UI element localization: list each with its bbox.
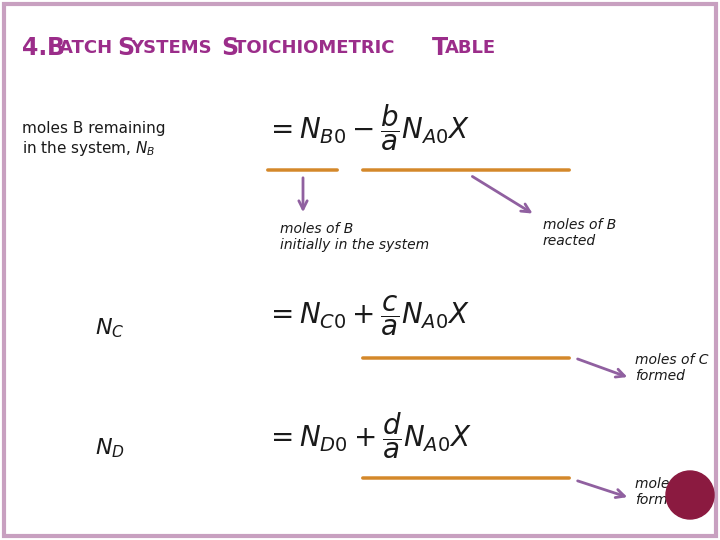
Text: ATCH: ATCH bbox=[59, 39, 118, 57]
Text: TOICHIOMETRIC: TOICHIOMETRIC bbox=[234, 39, 401, 57]
Text: $= N_{C0} + \dfrac{c}{a}N_{A0}X$: $= N_{C0} + \dfrac{c}{a}N_{A0}X$ bbox=[265, 294, 470, 339]
Text: moles of B
initially in the system: moles of B initially in the system bbox=[280, 222, 429, 252]
Text: moles of D
formed: moles of D formed bbox=[635, 477, 709, 507]
Circle shape bbox=[666, 471, 714, 519]
Text: in the system, $N_B$: in the system, $N_B$ bbox=[22, 138, 156, 158]
Text: $= N_{B0} - \dfrac{b}{a}N_{A0}X$: $= N_{B0} - \dfrac{b}{a}N_{A0}X$ bbox=[265, 103, 470, 153]
Text: moles of B
reacted: moles of B reacted bbox=[543, 218, 616, 248]
Text: YSTEMS: YSTEMS bbox=[130, 39, 218, 57]
FancyBboxPatch shape bbox=[4, 4, 716, 536]
Text: moles B remaining: moles B remaining bbox=[22, 120, 166, 136]
Text: S: S bbox=[221, 36, 238, 60]
Text: $N_D$: $N_D$ bbox=[95, 436, 125, 460]
Text: T: T bbox=[432, 36, 448, 60]
Text: $N_C$: $N_C$ bbox=[95, 316, 125, 340]
Text: 4.: 4. bbox=[22, 36, 55, 60]
Text: $= N_{D0} + \dfrac{d}{a}N_{A0}X$: $= N_{D0} + \dfrac{d}{a}N_{A0}X$ bbox=[265, 410, 472, 461]
Text: S: S bbox=[117, 36, 134, 60]
Text: B: B bbox=[47, 36, 65, 60]
Text: ABLE: ABLE bbox=[445, 39, 496, 57]
Text: moles of C
formed: moles of C formed bbox=[635, 353, 708, 383]
